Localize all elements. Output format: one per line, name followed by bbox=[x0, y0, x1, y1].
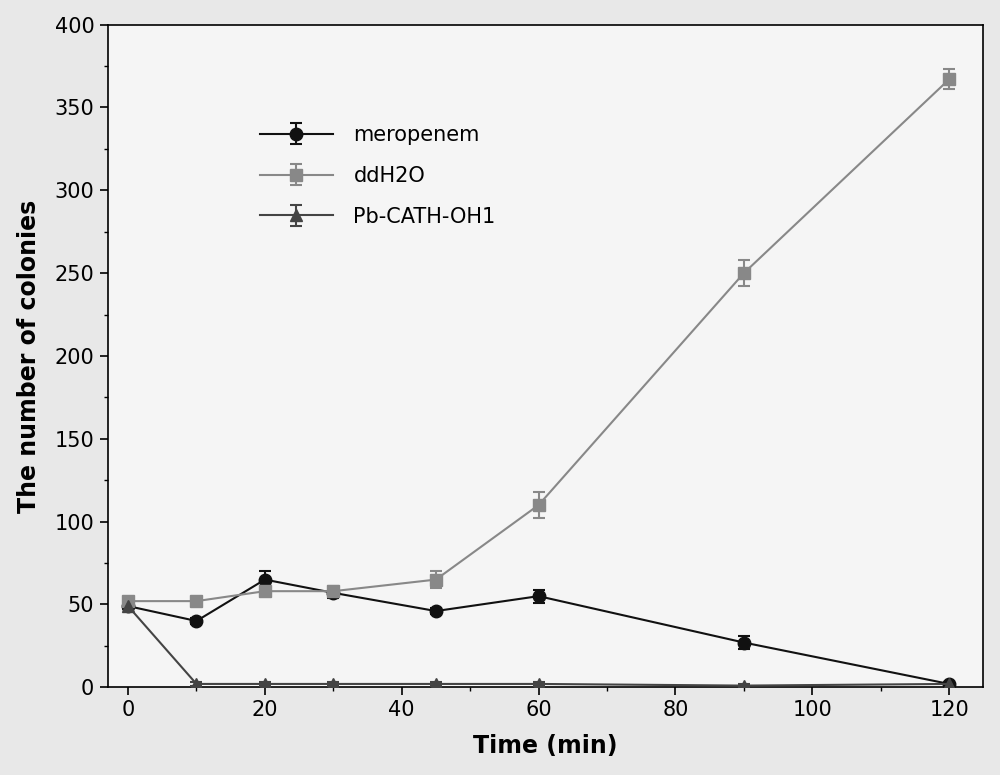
X-axis label: Time (min): Time (min) bbox=[473, 735, 618, 758]
Y-axis label: The number of colonies: The number of colonies bbox=[17, 199, 41, 512]
Legend: meropenem, ddH2O, Pb-CATH-OH1: meropenem, ddH2O, Pb-CATH-OH1 bbox=[249, 115, 506, 237]
